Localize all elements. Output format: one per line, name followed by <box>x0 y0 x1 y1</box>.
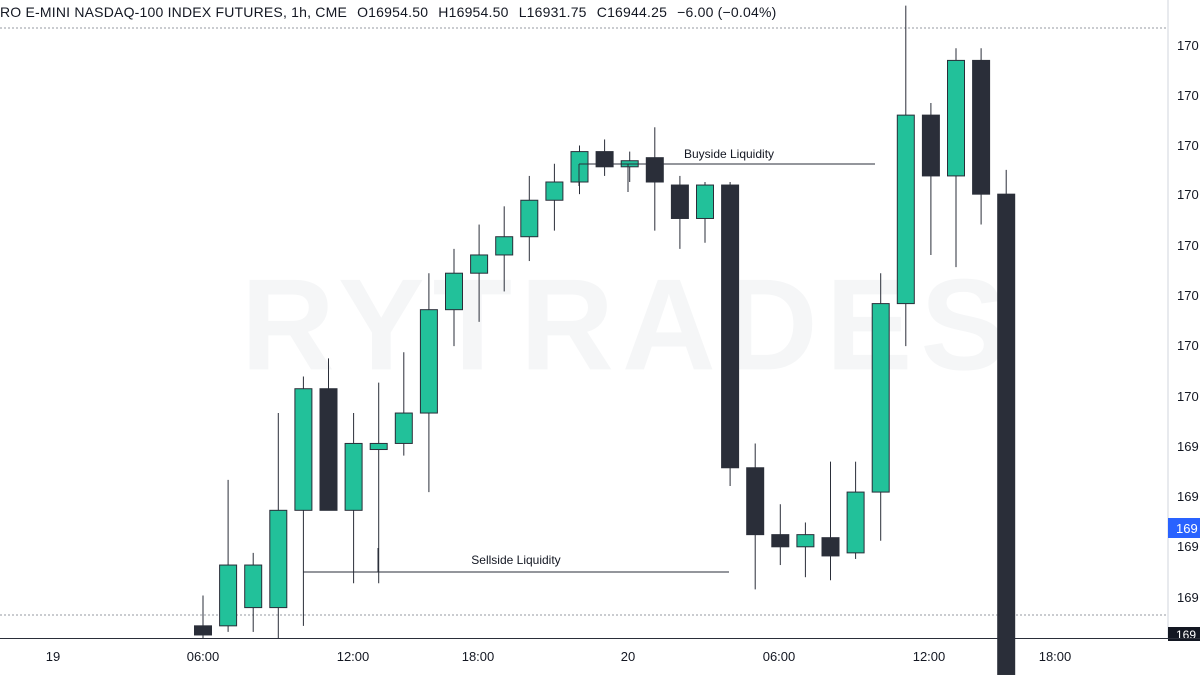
candle-26[interactable] <box>821 461 840 581</box>
candle-body-bullish <box>419 309 438 414</box>
candle-body-bullish <box>269 509 288 609</box>
candle-body-bullish <box>394 412 413 444</box>
candle-body-bearish <box>194 625 212 636</box>
candle-body-bullish <box>495 236 514 256</box>
candle-body-bullish <box>696 184 714 219</box>
time-axis[interactable]: 19 06:00 12:00 18:00 20 06:00 12:00 18:00 <box>46 649 1072 664</box>
ohlc-high: H16954.50 <box>438 4 509 20</box>
candle-body-bullish <box>344 442 363 511</box>
price-tick-label: 170 <box>1177 288 1199 303</box>
price-tick-label: 170 <box>1177 187 1199 202</box>
candle-23[interactable] <box>746 443 765 590</box>
candle-15[interactable] <box>545 163 564 231</box>
time-tick-label: 06:00 <box>763 649 796 664</box>
candle-13[interactable] <box>495 206 514 292</box>
current-price-tag <box>1168 518 1200 538</box>
candle-body-bearish <box>972 59 991 195</box>
candle-body-bearish <box>746 467 765 536</box>
candle-20[interactable] <box>670 175 689 249</box>
time-tick-label: 18:00 <box>462 649 495 664</box>
candle-body-bearish <box>670 184 689 219</box>
candle-2[interactable] <box>219 479 238 632</box>
candle-12[interactable] <box>470 224 489 322</box>
candle-33[interactable] <box>997 169 1016 675</box>
ohlc-open: O16954.50 <box>357 4 429 20</box>
price-tick-label: 169 <box>1177 590 1199 605</box>
candle-body-bearish <box>771 534 790 548</box>
price-tick-label: 170 <box>1177 38 1199 53</box>
candle-body-bullish <box>796 534 815 548</box>
candle-body-bearish <box>921 114 940 177</box>
candle-body-bullish <box>947 59 965 177</box>
time-tick-label: 12:00 <box>913 649 946 664</box>
candle-27[interactable] <box>846 461 865 559</box>
candle-body-bullish <box>545 181 564 201</box>
candle-3[interactable] <box>244 552 263 632</box>
bottom-price-tag-label: 169 <box>1176 628 1196 642</box>
candle-body-bearish <box>997 193 1016 675</box>
candle-body-bullish <box>244 564 263 609</box>
candle-5[interactable] <box>294 376 313 626</box>
bottom-price-tag <box>1168 627 1200 641</box>
price-tick-label: 170 <box>1177 338 1199 353</box>
candle-7[interactable] <box>344 413 363 584</box>
candle-25[interactable] <box>796 522 815 578</box>
candle-31[interactable] <box>947 48 965 268</box>
ohlc-low: L16931.75 <box>518 4 587 20</box>
candle-body-bullish <box>470 254 489 274</box>
candle-17[interactable] <box>595 139 614 176</box>
time-tick-label: 19 <box>46 649 60 664</box>
candle-6[interactable] <box>319 358 338 511</box>
candle-body-bullish <box>445 272 463 311</box>
candle-body-bearish <box>595 151 614 168</box>
candle-body-bullish <box>369 442 388 451</box>
time-tick-label: 06:00 <box>187 649 220 664</box>
candle-4[interactable] <box>269 413 288 638</box>
candle-14[interactable] <box>520 175 539 262</box>
time-tick-label: 18:00 <box>1039 649 1072 664</box>
candle-body-bearish <box>821 537 840 557</box>
price-tick-label: 170 <box>1177 88 1199 103</box>
time-tick-label: 20 <box>621 649 635 664</box>
candle-28[interactable] <box>871 273 890 541</box>
candle-21[interactable] <box>696 182 714 243</box>
candle-10[interactable] <box>419 273 438 493</box>
symbol-title[interactable]: RO E-MINI NASDAQ-100 INDEX FUTURES, 1h, … <box>0 4 347 20</box>
current-price-tag-label: 169 <box>1176 521 1198 536</box>
candle-9[interactable] <box>394 352 413 456</box>
candle-11[interactable] <box>445 248 463 347</box>
buyside-label: Buyside Liquidity <box>684 147 774 161</box>
price-tick-label: 169 <box>1177 439 1199 454</box>
ohlc-close: C16944.25 <box>596 4 668 20</box>
candle-body-bullish <box>871 303 890 493</box>
ohlc-change: −6.00 (−0.04%) <box>677 4 777 20</box>
candle-body-bullish <box>846 491 865 554</box>
candle-30[interactable] <box>921 102 940 255</box>
candle-32[interactable] <box>972 48 991 225</box>
candle-body-bullish <box>219 564 238 627</box>
candle-24[interactable] <box>771 504 790 566</box>
price-tick-label: 169 <box>1177 489 1199 504</box>
time-tick-label: 12:00 <box>337 649 370 664</box>
price-tick-label: 170 <box>1177 389 1199 404</box>
sellside-label: Sellside Liquidity <box>471 553 560 567</box>
liquidity-annotations[interactable]: Buyside Liquidity Sellside Liquidity <box>303 147 875 573</box>
candles-layer <box>194 5 1016 675</box>
candle-body-bullish <box>896 114 915 305</box>
price-tick-label: 170 <box>1177 138 1199 153</box>
candle-body-bearish <box>645 157 664 183</box>
chart-header: RO E-MINI NASDAQ-100 INDEX FUTURES, 1h, … <box>0 4 782 20</box>
candle-body-bullish <box>520 199 539 238</box>
price-axis[interactable]: 170 170 170 170 170 170 170 170 169 169 169 169 <box>1177 38 1199 605</box>
candle-8[interactable] <box>369 382 388 584</box>
candle-body-bearish <box>721 184 740 469</box>
candle-29[interactable] <box>896 5 915 347</box>
candle-body-bullish <box>294 388 313 511</box>
candle-body-bearish <box>319 388 338 511</box>
price-tick-label: 170 <box>1177 238 1199 253</box>
price-tick-label: 169 <box>1177 539 1199 554</box>
candle-1[interactable] <box>194 595 212 638</box>
candle-22[interactable] <box>721 182 740 486</box>
